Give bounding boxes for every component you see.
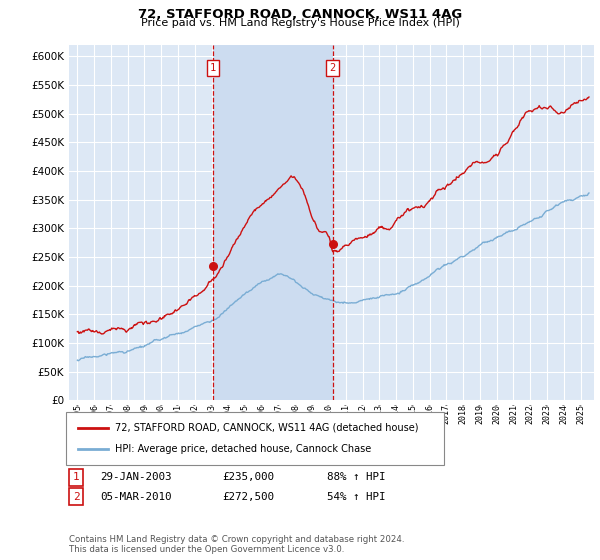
Text: 2010: 2010: [325, 404, 334, 424]
Text: £272,500: £272,500: [222, 492, 274, 502]
Text: 2016: 2016: [425, 404, 434, 424]
Text: 2002: 2002: [190, 404, 199, 424]
Text: 2008: 2008: [291, 404, 300, 424]
Text: 2021: 2021: [509, 404, 518, 424]
Text: 2017: 2017: [442, 404, 451, 424]
Text: 2025: 2025: [576, 404, 585, 424]
Text: 2003: 2003: [207, 404, 216, 424]
Text: 1: 1: [73, 472, 80, 482]
Text: 72, STAFFORD ROAD, CANNOCK, WS11 4AG (detached house): 72, STAFFORD ROAD, CANNOCK, WS11 4AG (de…: [115, 423, 419, 433]
Text: 1996: 1996: [89, 404, 98, 424]
Text: 2000: 2000: [157, 404, 166, 424]
Text: 2018: 2018: [458, 404, 467, 424]
Text: 2: 2: [73, 492, 80, 502]
Text: 2011: 2011: [341, 404, 350, 424]
Text: 2015: 2015: [409, 404, 418, 424]
Text: 2019: 2019: [475, 404, 484, 424]
Text: 05-MAR-2010: 05-MAR-2010: [100, 492, 172, 502]
Text: 1995: 1995: [73, 404, 82, 424]
Text: £235,000: £235,000: [222, 472, 274, 482]
Text: 72, STAFFORD ROAD, CANNOCK, WS11 4AG: 72, STAFFORD ROAD, CANNOCK, WS11 4AG: [138, 8, 462, 21]
Text: 54% ↑ HPI: 54% ↑ HPI: [327, 492, 386, 502]
Text: 29-JAN-2003: 29-JAN-2003: [100, 472, 172, 482]
Text: 88% ↑ HPI: 88% ↑ HPI: [327, 472, 386, 482]
Text: 2009: 2009: [308, 404, 317, 424]
Text: HPI: Average price, detached house, Cannock Chase: HPI: Average price, detached house, Cann…: [115, 444, 371, 454]
Text: 2014: 2014: [392, 404, 401, 424]
Text: 2005: 2005: [241, 404, 250, 424]
Text: 1998: 1998: [123, 404, 132, 424]
Text: 2022: 2022: [526, 404, 535, 424]
Text: 2001: 2001: [173, 404, 182, 424]
Text: 2007: 2007: [274, 404, 283, 424]
Text: Contains HM Land Registry data © Crown copyright and database right 2024.
This d: Contains HM Land Registry data © Crown c…: [69, 535, 404, 554]
Bar: [213, 45, 332, 400]
Text: 1999: 1999: [140, 404, 149, 424]
Text: Price paid vs. HM Land Registry's House Price Index (HPI): Price paid vs. HM Land Registry's House …: [140, 18, 460, 29]
Text: 1: 1: [210, 63, 216, 73]
Text: 2: 2: [329, 63, 335, 73]
Text: 2006: 2006: [257, 404, 266, 424]
Text: 2004: 2004: [224, 404, 233, 424]
Text: 2020: 2020: [492, 404, 501, 424]
Text: 1997: 1997: [106, 404, 115, 424]
Text: 2024: 2024: [559, 404, 568, 424]
Text: 2013: 2013: [375, 404, 384, 424]
Text: 2023: 2023: [542, 404, 551, 424]
Text: 2012: 2012: [358, 404, 367, 424]
